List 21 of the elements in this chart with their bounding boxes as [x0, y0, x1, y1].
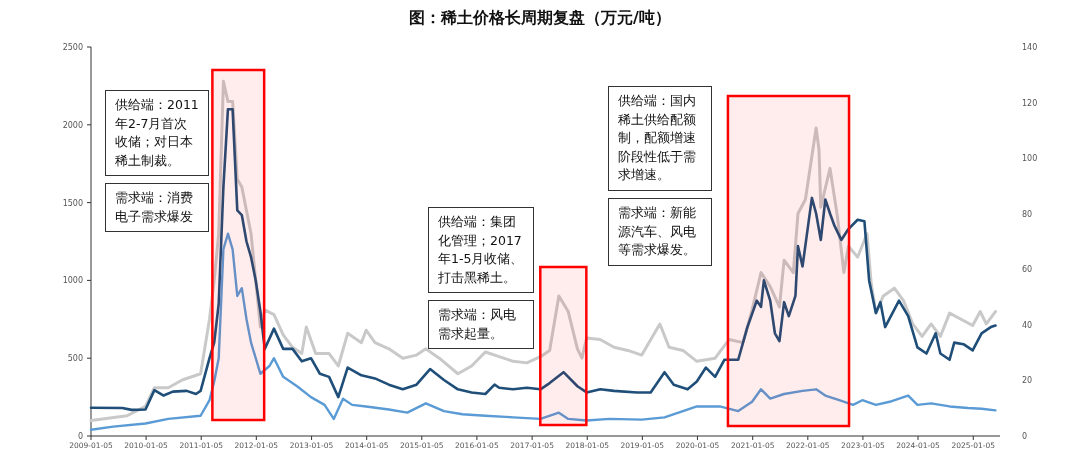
y2-tick-label: 100: [1022, 154, 1038, 164]
y-tick-label: 2500: [62, 43, 83, 52]
annotation: 供给端：集团化管理；2017年1-5月收储、打击黑稀土。: [428, 207, 534, 293]
y2-tick-label: 80: [1022, 209, 1033, 219]
y2-tick-label: 60: [1022, 265, 1033, 275]
y2-tick-label: 0: [1022, 432, 1028, 441]
y-tick-label: 2000: [62, 120, 83, 130]
annotation: 供给端：国内稀土供给配额制，配额增速阶段性低于需求增速。: [608, 86, 712, 191]
annotation: 需求端：新能源汽车、风电等需求爆发。: [608, 198, 712, 266]
annotation: 供给端：2011年2-7月首次收储；对日本稀土制裁。: [105, 90, 209, 176]
y2-tick-label: 40: [1022, 320, 1033, 330]
y-tick-label: 0: [77, 432, 83, 441]
y-tick-label: 1000: [62, 276, 83, 286]
chart-title: 图：稀土价格长周期复盘（万元/吨）: [408, 8, 672, 29]
y-tick-label: 1500: [62, 198, 83, 208]
annotation: 需求端：风电需求起量。: [428, 300, 534, 349]
y2-tick-label: 140: [1022, 43, 1038, 52]
y2-tick-label: 20: [1022, 376, 1033, 386]
annotation: 需求端：消费电子需求爆发: [105, 183, 209, 232]
y-tick-label: 500: [67, 354, 83, 364]
y2-tick-label: 120: [1022, 98, 1038, 108]
